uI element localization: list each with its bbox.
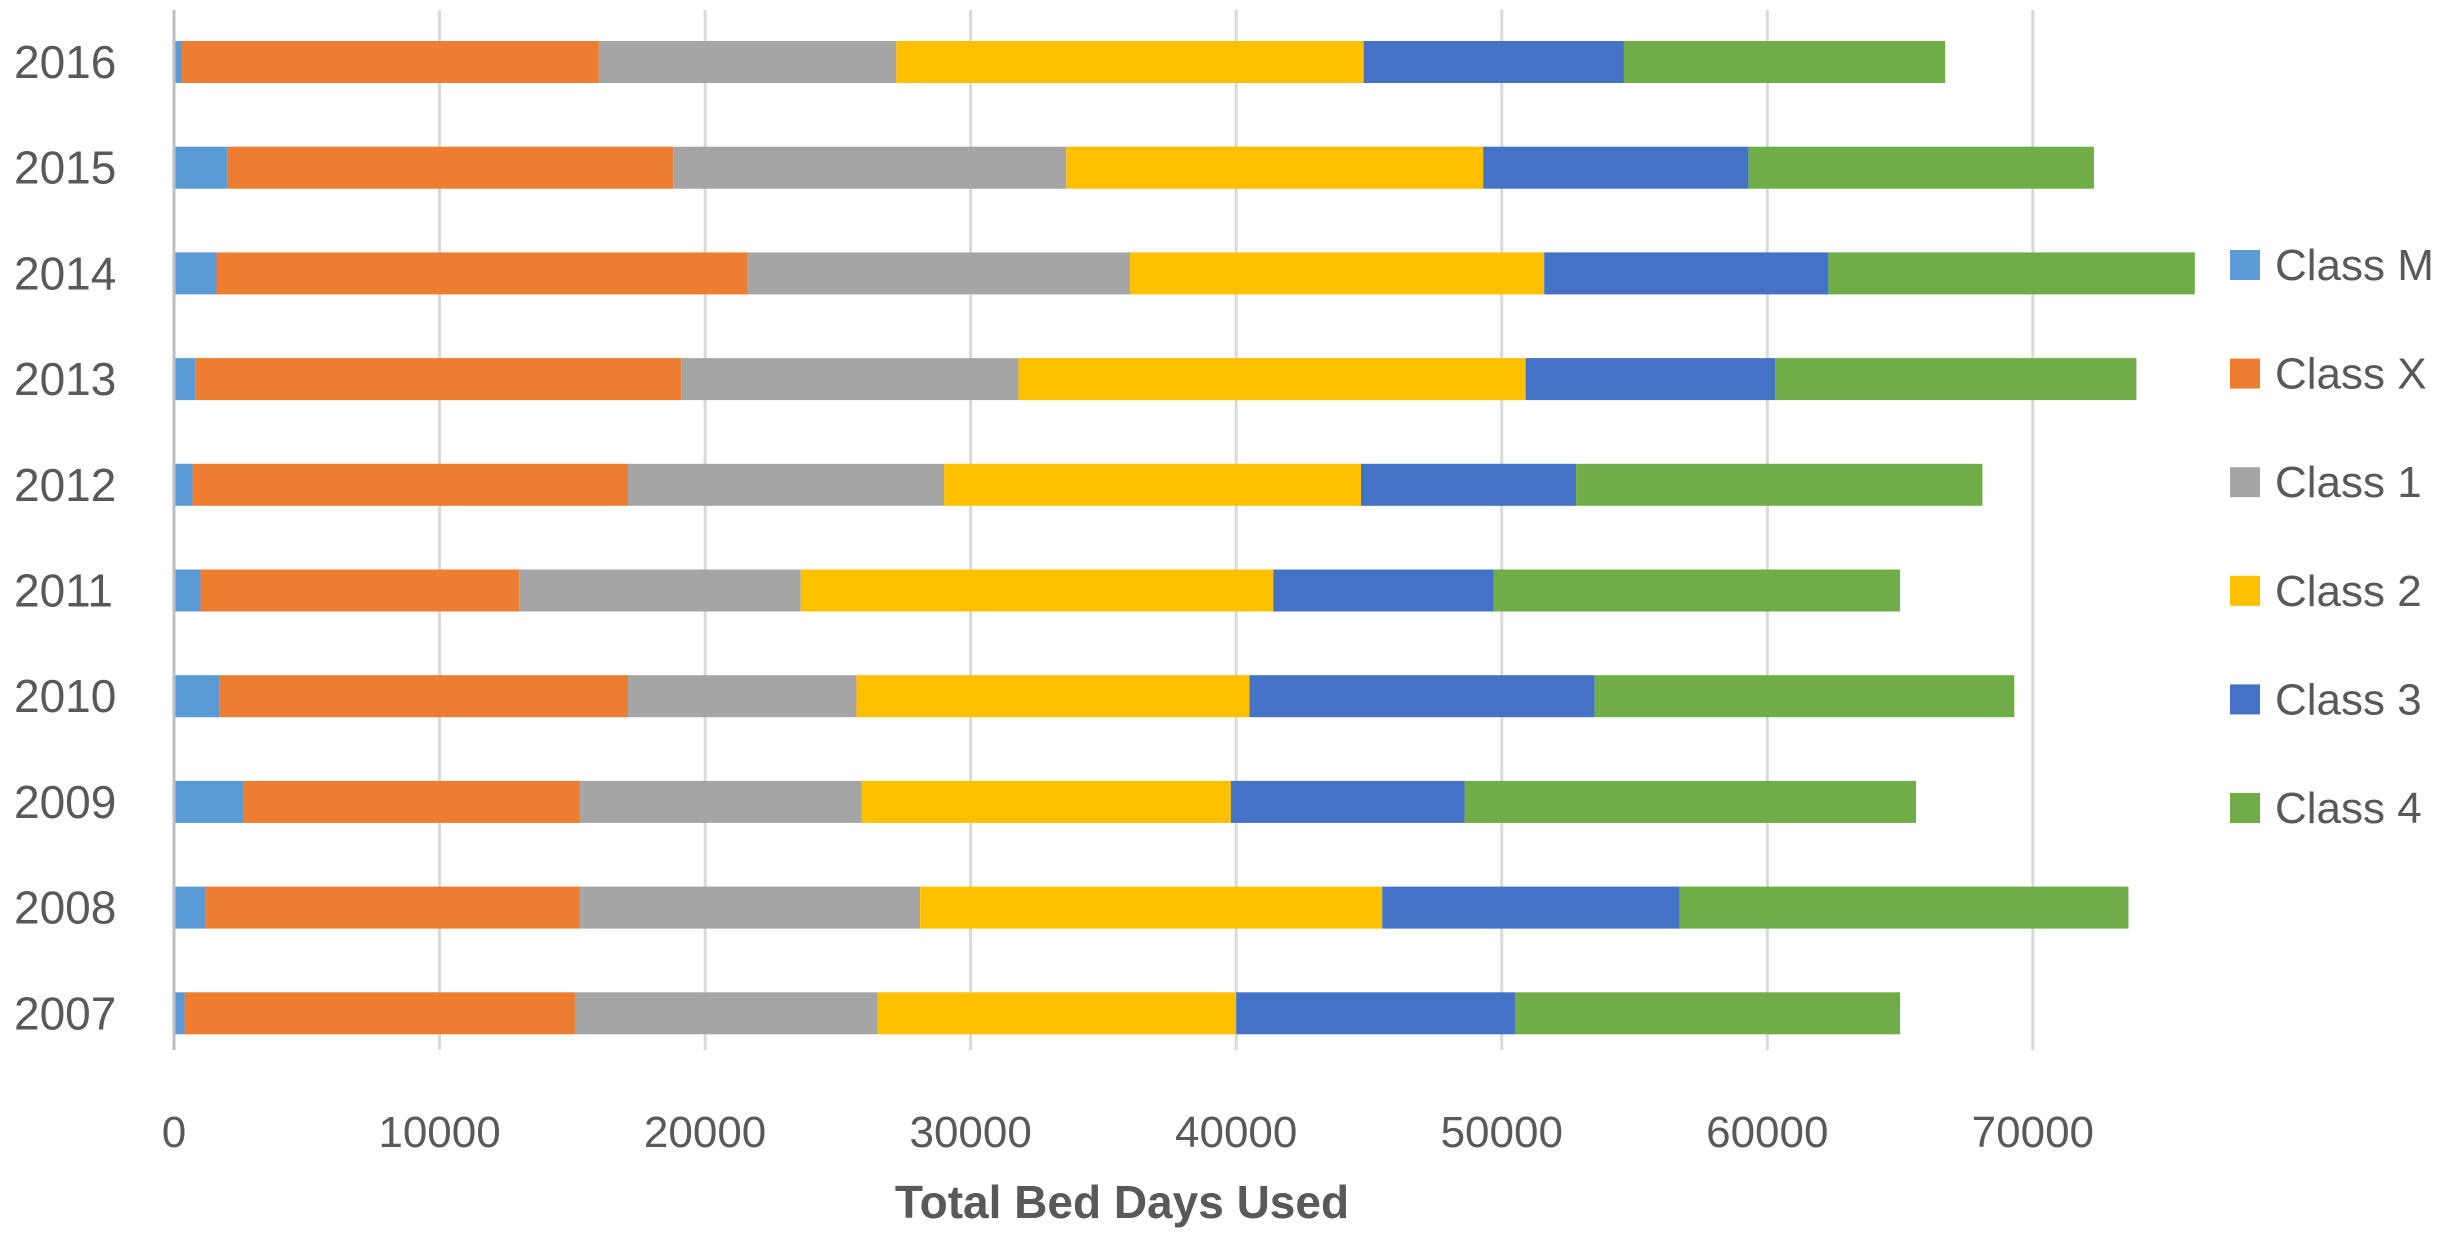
bar-segment-class-2-2008 [920, 886, 1383, 929]
bar-segment-class-4-2013 [1775, 358, 2137, 401]
bar-segment-class-m-2007 [174, 992, 185, 1035]
bars [174, 41, 2195, 1035]
bar-segment-class-3-2011 [1273, 569, 1494, 612]
bar-segment-class-x-2010 [219, 675, 629, 718]
legend-swatch [2230, 575, 2260, 606]
bar-segment-class-1-2010 [628, 675, 857, 718]
x-tick-label: 20000 [644, 1108, 766, 1157]
bar-segment-class-2-2010 [856, 675, 1250, 718]
bar-segment-class-x-2014 [216, 252, 748, 295]
bar-segment-class-2-2011 [800, 569, 1274, 612]
bar-segment-class-x-2015 [227, 146, 674, 189]
bar-segment-class-2-2007 [877, 992, 1237, 1035]
x-tick-label: 30000 [909, 1108, 1031, 1157]
bar-segment-class-x-2011 [200, 569, 520, 612]
x-tick-label: 10000 [378, 1108, 500, 1157]
bar-segment-class-m-2016 [174, 41, 182, 83]
category-label: 2016 [14, 36, 116, 88]
legend-swatch [2230, 793, 2260, 823]
legend-label: Class X [2275, 350, 2427, 399]
bar-segment-class-4-2012 [1576, 463, 1983, 506]
bar-segment-class-1-2008 [580, 886, 921, 929]
bar-segment-class-x-2009 [243, 780, 581, 823]
bar-segment-class-1-2009 [580, 780, 862, 823]
x-tick-label: 50000 [1441, 1108, 1563, 1157]
category-label: 2014 [14, 247, 116, 299]
bar-segment-class-m-2010 [174, 675, 220, 718]
axes: 0 10000 20000 30000 40000 50000 60000 70000 2007… [14, 10, 2094, 1157]
bar-segment-class-4-2011 [1493, 569, 1901, 612]
bar-segment-class-2-2012 [944, 463, 1362, 506]
category-label: 2010 [14, 670, 116, 722]
x-tick-label: 60000 [1706, 1108, 1828, 1157]
x-tick-label: 0 [162, 1108, 186, 1157]
legend-label: Class 2 [2275, 567, 2422, 616]
bar-segment-class-3-2014 [1544, 252, 1829, 295]
legend-swatch [2230, 358, 2260, 389]
bar-segment-class-4-2014 [1828, 252, 2195, 295]
bar-segment-class-4-2008 [1679, 886, 2129, 929]
x-tick-label: 70000 [1972, 1108, 2094, 1157]
category-label: 2012 [14, 459, 116, 511]
x-tick-label: 40000 [1175, 1108, 1297, 1157]
bar-segment-class-x-2012 [192, 463, 629, 506]
category-label: 2009 [14, 776, 116, 828]
legend-label: Class 1 [2275, 458, 2422, 507]
bar-segment-class-x-2007 [184, 992, 575, 1035]
bar-segment-class-x-2016 [181, 41, 599, 83]
bar-segment-class-3-2013 [1525, 358, 1776, 401]
bar-segment-class-3-2015 [1483, 146, 1749, 189]
bar-segment-class-1-2015 [673, 146, 1067, 189]
category-label: 2008 [14, 882, 116, 934]
bar-segment-class-1-2014 [747, 252, 1130, 295]
bar-segment-class-4-2010 [1594, 675, 2015, 718]
legend-label: Class 3 [2275, 675, 2422, 724]
bar-segment-class-1-2016 [598, 41, 897, 83]
bar-segment-class-m-2015 [174, 146, 228, 189]
bar-segment-class-3-2016 [1363, 41, 1624, 83]
bar-segment-class-1-2011 [519, 569, 801, 612]
legend: Class M Class X Class 1 Class 2 Class 3 Class… [2230, 241, 2434, 833]
legend-swatch [2230, 684, 2260, 715]
legend-label: Class 4 [2275, 784, 2422, 833]
bar-segment-class-3-2009 [1230, 780, 1465, 823]
bar-segment-class-3-2008 [1382, 886, 1680, 929]
bar-segment-class-m-2014 [174, 252, 217, 295]
bar-segment-class-1-2007 [574, 992, 878, 1035]
bar-segment-class-1-2012 [628, 463, 945, 506]
bar-segment-class-2-2013 [1018, 358, 1526, 401]
bar-segment-class-4-2007 [1515, 992, 1901, 1035]
x-axis-title: Total Bed Days Used [895, 1176, 1349, 1228]
legend-swatch [2230, 467, 2260, 498]
legend-swatch [2230, 250, 2260, 280]
bar-segment-class-x-2013 [195, 358, 682, 401]
legend-label: Class M [2275, 241, 2434, 290]
bar-segment-class-2-2014 [1129, 252, 1545, 295]
bar-segment-class-m-2008 [174, 886, 206, 929]
bar-segment-class-x-2008 [205, 886, 581, 929]
category-label: 2015 [14, 142, 116, 194]
bar-segment-class-m-2013 [174, 358, 196, 401]
bar-segment-class-2-2016 [896, 41, 1364, 83]
bar-segment-class-1-2013 [681, 358, 1019, 401]
bar-segment-class-4-2009 [1464, 780, 1917, 823]
bar-segment-class-2-2015 [1066, 146, 1484, 189]
bar-segment-class-m-2012 [174, 463, 193, 506]
bar-segment-class-m-2009 [174, 780, 244, 823]
category-label: 2013 [14, 353, 116, 405]
bar-segment-class-4-2016 [1623, 41, 1946, 83]
bar-segment-class-2-2009 [861, 780, 1231, 823]
bar-segment-class-4-2015 [1748, 146, 2094, 189]
category-label: 2011 [14, 565, 113, 617]
bar-segment-class-3-2007 [1236, 992, 1516, 1035]
bar-segment-class-m-2011 [174, 569, 201, 612]
bar-segment-class-3-2012 [1361, 463, 1577, 506]
bar-segment-class-3-2010 [1249, 675, 1595, 718]
category-label: 2007 [14, 987, 116, 1039]
